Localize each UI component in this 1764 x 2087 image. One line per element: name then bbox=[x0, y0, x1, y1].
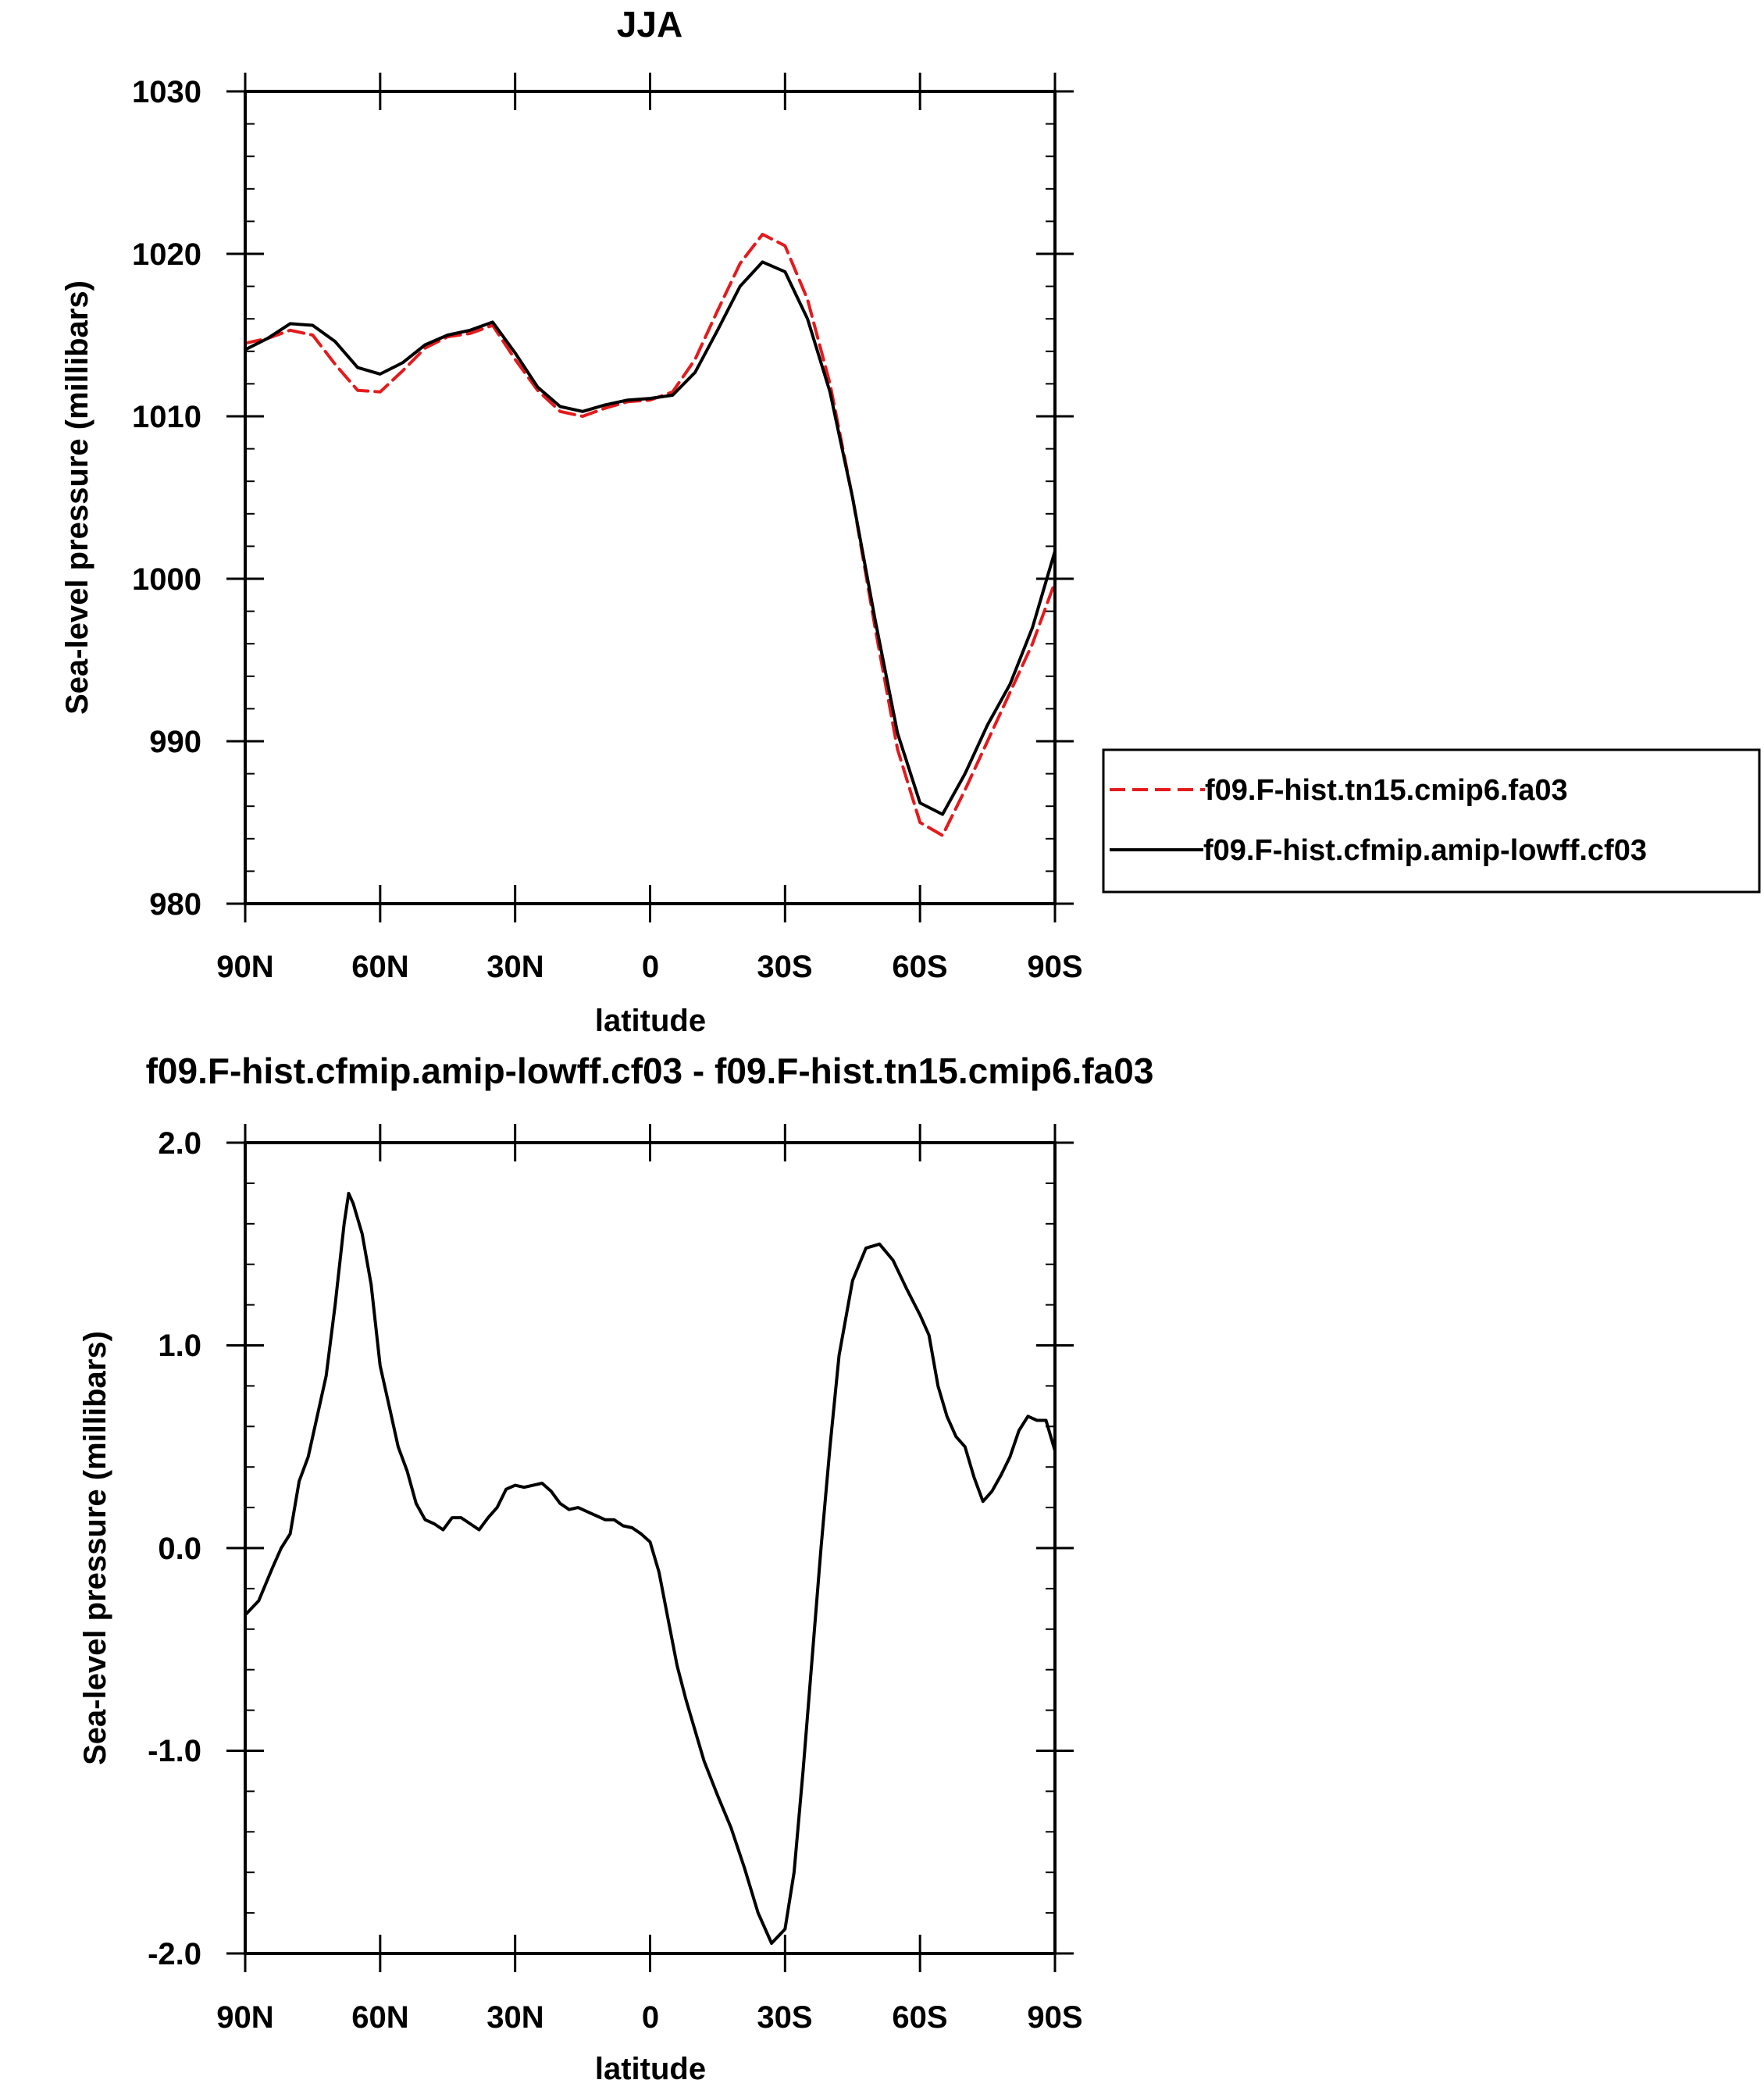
top-ytick-label: 990 bbox=[149, 725, 201, 759]
bottom-chart-title: f09.F-hist.cfmip.amip-lowff.cf03 - f09.F… bbox=[146, 1051, 1154, 1091]
top-chart-title: JJA bbox=[617, 4, 682, 45]
bottom-ytick-label: 2.0 bbox=[158, 1126, 201, 1161]
top-xtick-label: 60S bbox=[892, 950, 947, 984]
top-plot-frame bbox=[244, 90, 1057, 905]
bottom-xtick-labels: 90N 60N 30N 0 30S 60S 90S bbox=[216, 2000, 1082, 2035]
bottom-xtick-label: 90N bbox=[216, 2000, 273, 2035]
top-panel: JJA 980 990 1000 1010 1020 1030 90N 60N … bbox=[60, 4, 1761, 1038]
top-xtick-label: 30S bbox=[757, 950, 812, 984]
top-ytick-label: 1020 bbox=[132, 237, 201, 272]
top-plot-area bbox=[244, 233, 1057, 837]
top-xtick-label: 60N bbox=[351, 950, 408, 984]
bottom-ytick-label: -2.0 bbox=[148, 1937, 201, 1971]
top-xtick-labels: 90N 60N 30N 0 30S 60S 90S bbox=[216, 950, 1082, 984]
top-series-line-solid-black bbox=[244, 260, 1057, 816]
bottom-ytick-label: 0.0 bbox=[158, 1532, 201, 1566]
top-xtick-label: 90N bbox=[216, 950, 273, 984]
bottom-series-line-solid-black bbox=[244, 1191, 1057, 1945]
top-x-axis-label: latitude bbox=[595, 1004, 706, 1038]
bottom-xtick-label: 0 bbox=[642, 2000, 659, 2035]
top-ytick-label: 1010 bbox=[132, 400, 201, 434]
legend: f09.F-hist.tn15.cmip6.fa03 f09.F-hist.cf… bbox=[1102, 748, 1761, 894]
top-ytick-labels: 980 990 1000 1010 1020 1030 bbox=[132, 75, 201, 922]
bottom-xtick-label: 30S bbox=[757, 2000, 812, 2035]
legend-label-tn15: f09.F-hist.tn15.cmip6.fa03 bbox=[1205, 774, 1568, 807]
top-ytick-label: 980 bbox=[149, 887, 201, 922]
top-ytick-label: 1000 bbox=[132, 562, 201, 597]
bottom-xtick-label: 60S bbox=[892, 2000, 947, 2035]
bottom-y-axis-label: Sea-level pressure (millibars) bbox=[78, 1331, 112, 1765]
top-series-line-dashed-red bbox=[244, 233, 1057, 837]
bottom-xtick-label: 30N bbox=[486, 2000, 543, 2035]
bottom-xtick-label: 90S bbox=[1027, 2000, 1082, 2035]
legend-box bbox=[1102, 748, 1761, 894]
top-ticks bbox=[226, 73, 1074, 922]
bottom-panel: f09.F-hist.cfmip.amip-lowff.cf03 - f09.F… bbox=[78, 1051, 1153, 2086]
top-y-axis-label: Sea-level pressure (millibars) bbox=[60, 280, 94, 715]
bottom-xtick-label: 60N bbox=[351, 2000, 408, 2035]
bottom-x-axis-label: latitude bbox=[595, 2052, 706, 2086]
legend-label-lowff: f09.F-hist.cfmip.amip-lowff.cf03 bbox=[1203, 834, 1647, 867]
bottom-ytick-label: -1.0 bbox=[148, 1734, 201, 1768]
top-xtick-label: 90S bbox=[1027, 950, 1082, 984]
top-xtick-label: 30N bbox=[486, 950, 543, 984]
bottom-ytick-labels: -2.0 -1.0 0.0 1.0 2.0 bbox=[148, 1126, 201, 1971]
bottom-plot-area bbox=[244, 1191, 1057, 1945]
top-xtick-label: 0 bbox=[642, 950, 659, 984]
bottom-ytick-label: 1.0 bbox=[158, 1329, 201, 1363]
bottom-ticks bbox=[226, 1124, 1074, 1972]
top-ytick-label: 1030 bbox=[132, 75, 201, 109]
